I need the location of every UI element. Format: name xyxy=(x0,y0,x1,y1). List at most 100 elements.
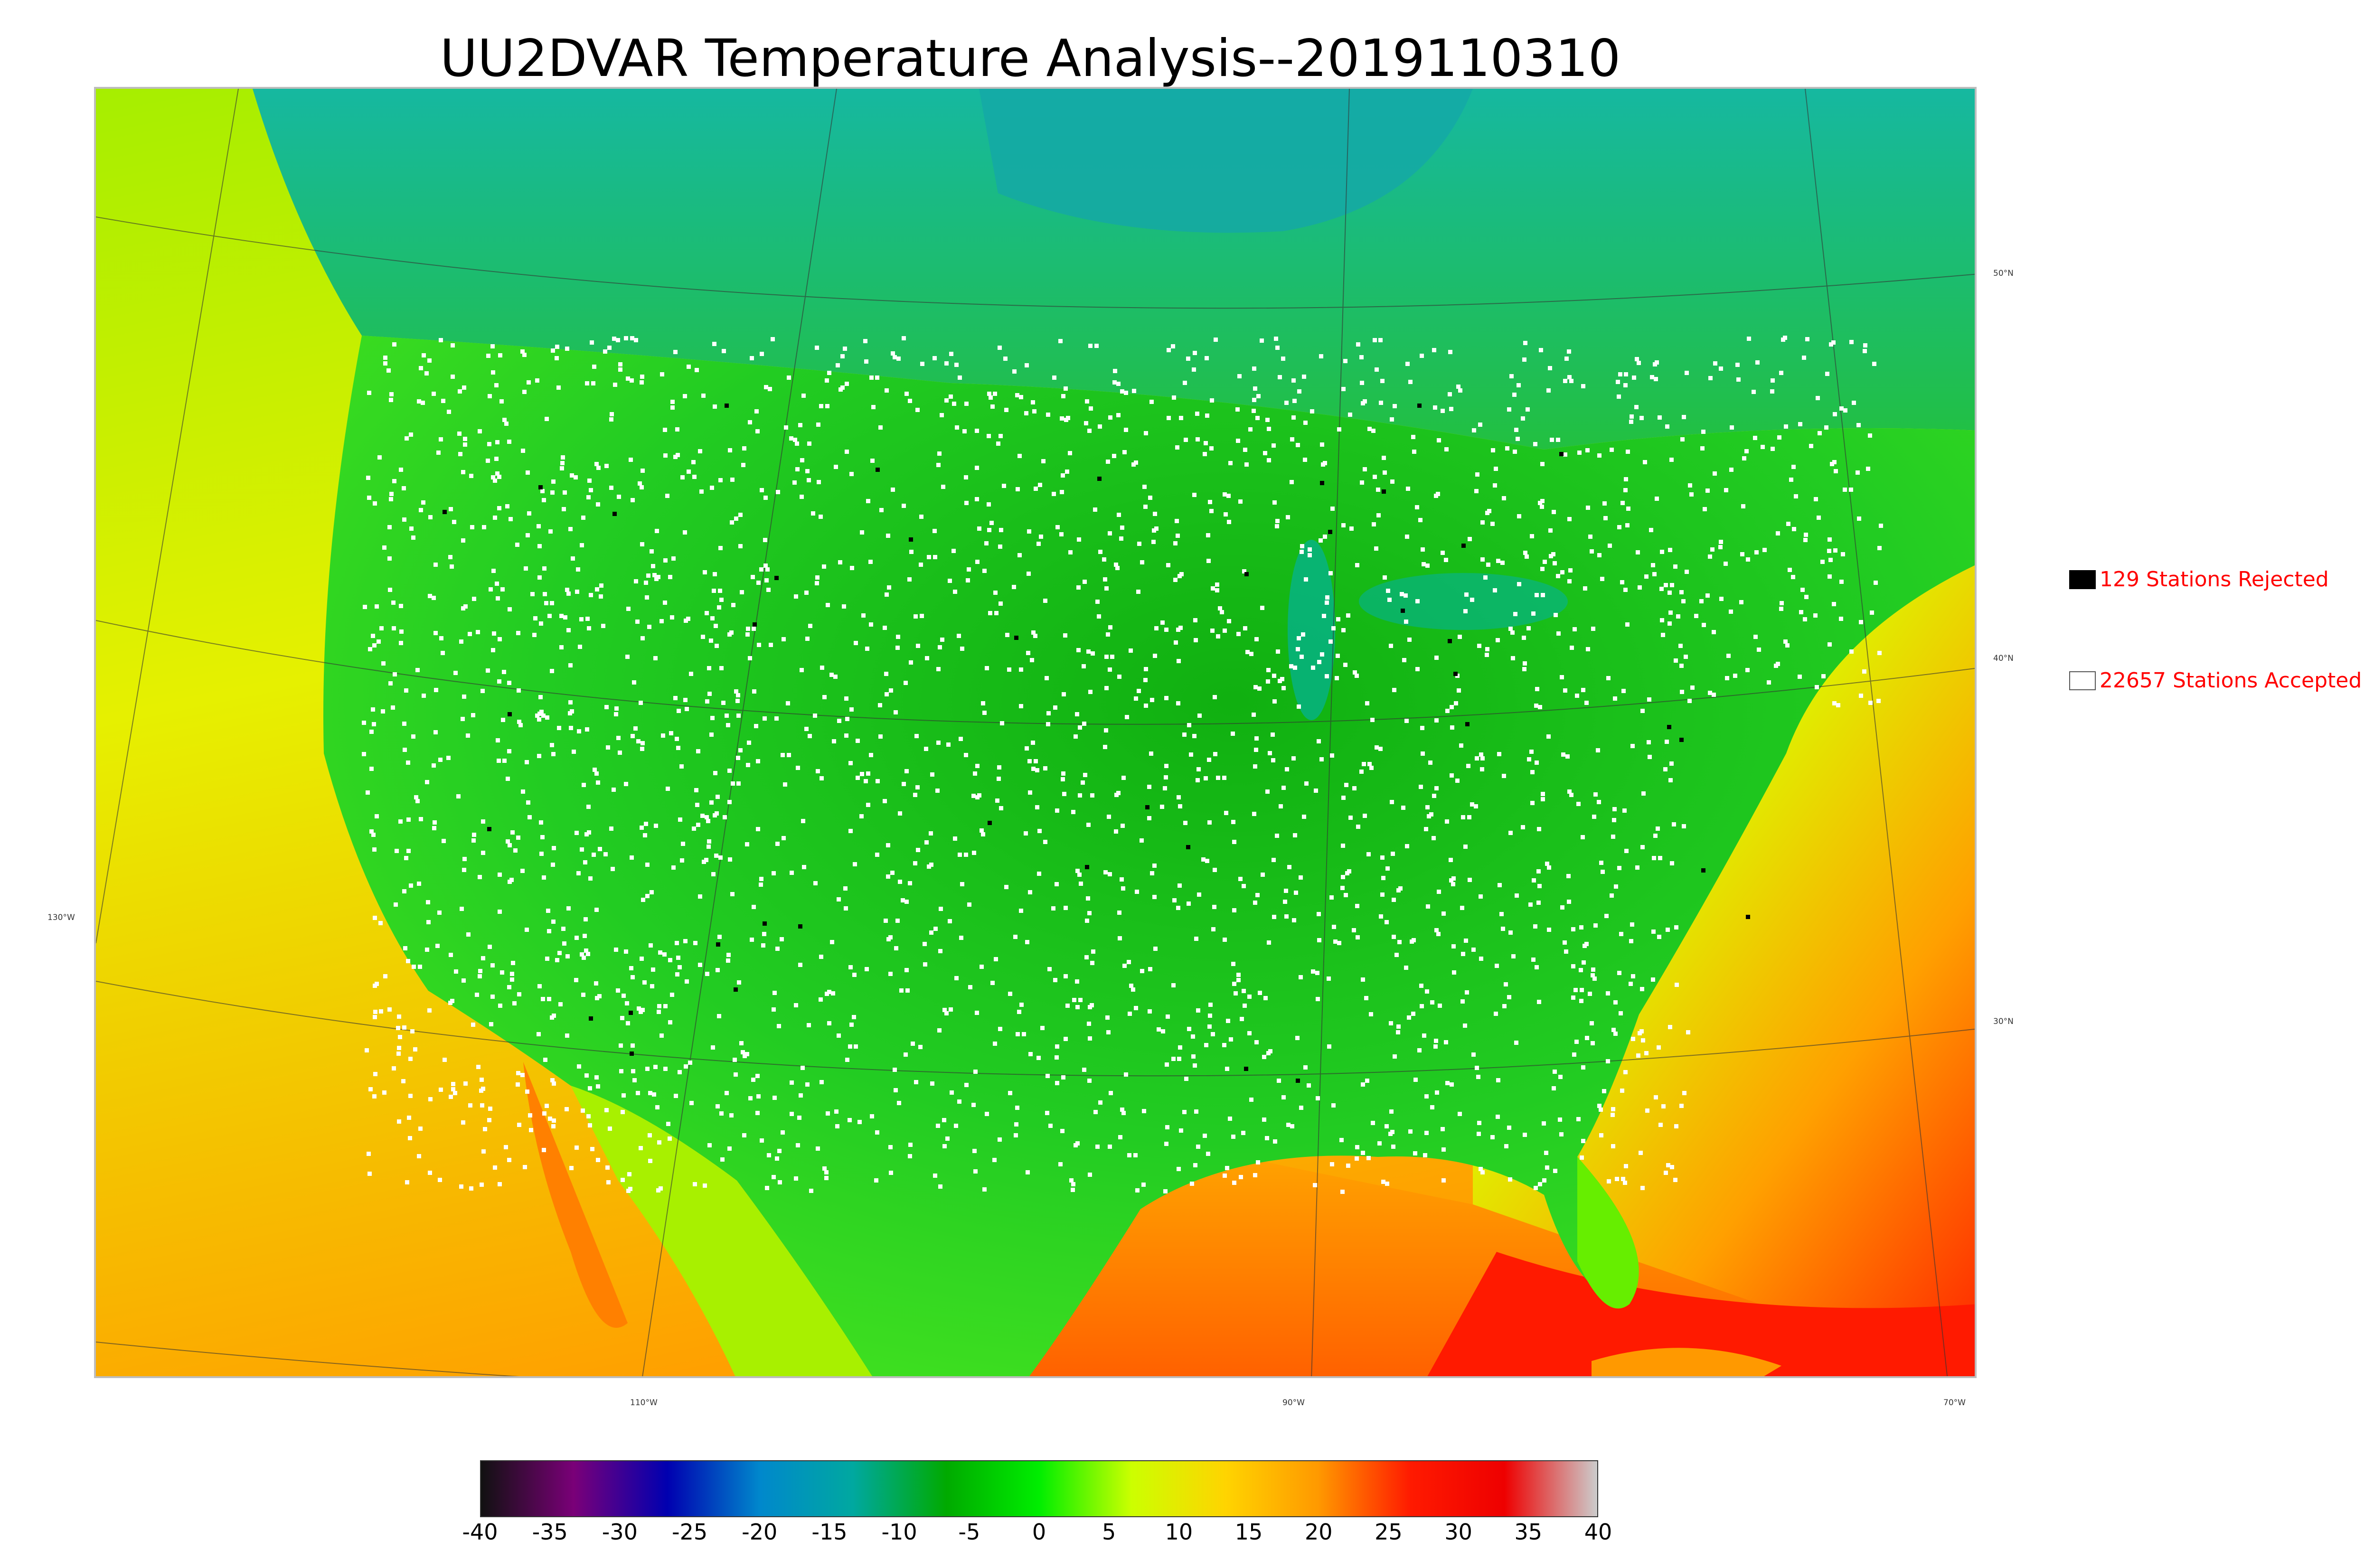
station-dot xyxy=(1434,718,1439,723)
station-dot xyxy=(373,1015,377,1019)
station-dot xyxy=(1039,535,1043,539)
station-dot xyxy=(383,361,387,366)
rejected-station-dot xyxy=(1085,865,1089,869)
station-dot xyxy=(436,451,441,455)
rejected-station-dot xyxy=(1145,805,1149,809)
station-dot xyxy=(1559,1132,1564,1136)
temperature-map[interactable] xyxy=(94,87,1977,1378)
station-dot xyxy=(1474,804,1478,808)
station-dot xyxy=(659,619,664,623)
station-dot xyxy=(680,475,685,479)
station-dot xyxy=(776,490,780,494)
station-dot xyxy=(506,839,510,844)
station-dot xyxy=(787,753,791,757)
station-dot xyxy=(409,526,414,531)
station-dot xyxy=(764,578,769,582)
station-dot xyxy=(999,528,1003,532)
station-dot xyxy=(816,1146,820,1151)
station-dot xyxy=(1394,953,1399,957)
station-dot xyxy=(425,780,429,784)
station-dot xyxy=(1625,622,1630,627)
station-dot xyxy=(854,641,858,645)
station-dot xyxy=(1085,399,1089,404)
station-dot xyxy=(957,634,961,638)
station-dot xyxy=(936,667,941,671)
station-dot xyxy=(1174,640,1178,645)
station-dot xyxy=(491,569,496,573)
station-dot xyxy=(1355,1145,1359,1149)
station-dot xyxy=(575,936,579,940)
station-dot xyxy=(441,651,445,655)
station-dot xyxy=(559,645,564,649)
rejected-station-dot xyxy=(734,987,738,992)
station-dot xyxy=(1640,1186,1645,1190)
station-dot xyxy=(1148,496,1152,500)
station-dot xyxy=(726,958,730,963)
station-dot xyxy=(1470,802,1474,807)
station-dot xyxy=(1630,922,1634,927)
rejected-station-dot xyxy=(1559,452,1564,456)
station-dot xyxy=(1121,886,1125,891)
station-dot xyxy=(1098,550,1102,554)
station-dot xyxy=(973,1070,978,1074)
lon-label-90: 90°W xyxy=(1282,1398,1305,1408)
station-dot xyxy=(1575,694,1579,698)
station-dot xyxy=(819,997,823,1002)
station-dot xyxy=(542,1111,546,1116)
station-dot xyxy=(1224,811,1228,815)
station-dot xyxy=(769,643,773,647)
station-dot xyxy=(1172,395,1176,400)
station-dot xyxy=(509,517,513,521)
station-dot xyxy=(1713,361,1717,366)
station-dot xyxy=(1467,815,1471,819)
station-dot xyxy=(741,1050,745,1054)
station-dot xyxy=(580,543,584,547)
station-dot xyxy=(1571,927,1575,931)
station-dot xyxy=(1449,858,1453,862)
station-dot xyxy=(1624,477,1628,481)
station-dot xyxy=(1035,768,1039,772)
station-dot xyxy=(718,855,723,860)
station-dot xyxy=(1437,438,1441,442)
station-dot xyxy=(856,776,860,780)
station-dot xyxy=(1281,1095,1286,1099)
lon-label-110: 110°W xyxy=(630,1398,658,1408)
station-dot xyxy=(1328,571,1333,575)
station-dot xyxy=(1356,342,1360,347)
station-dot xyxy=(1761,445,1765,449)
station-dot xyxy=(367,496,371,500)
station-dot xyxy=(1320,442,1324,447)
station-dot xyxy=(621,1110,625,1114)
station-dot xyxy=(1392,935,1396,939)
station-dot xyxy=(923,962,927,967)
station-dot xyxy=(1417,1048,1422,1052)
station-dot xyxy=(528,1113,532,1117)
station-dot xyxy=(885,692,889,696)
station-dot xyxy=(668,958,672,962)
station-dot xyxy=(1226,494,1231,498)
rejected-station-dot xyxy=(1448,639,1452,643)
station-dot xyxy=(1460,906,1464,910)
station-dot xyxy=(1507,995,1511,999)
station-dot xyxy=(639,1010,643,1014)
station-dot xyxy=(502,418,507,422)
station-dot xyxy=(577,1064,581,1069)
station-dot xyxy=(662,952,667,957)
station-dot xyxy=(683,698,688,702)
station-dot xyxy=(845,450,849,454)
station-dot xyxy=(1378,338,1383,342)
station-dot xyxy=(1407,638,1412,642)
station-dot xyxy=(677,709,681,713)
station-dot xyxy=(1745,668,1750,672)
station-dot xyxy=(1301,632,1305,637)
station-dot xyxy=(1320,652,1324,657)
station-dot xyxy=(1275,834,1279,838)
station-dot xyxy=(1266,679,1270,684)
station-dot xyxy=(1531,611,1536,616)
station-dot xyxy=(418,1127,423,1131)
station-dot xyxy=(1665,424,1669,429)
station-dot xyxy=(1742,456,1746,460)
station-dot xyxy=(1576,1117,1581,1121)
station-dot xyxy=(613,383,617,387)
station-dot xyxy=(450,564,454,569)
